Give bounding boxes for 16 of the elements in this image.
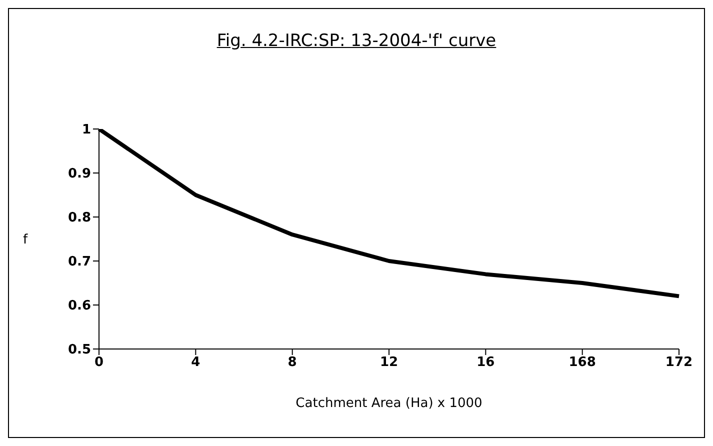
x-tick-label: 168 bbox=[568, 355, 596, 370]
x-tick-label: 16 bbox=[476, 355, 495, 370]
y-axis-title: f bbox=[23, 232, 28, 248]
chart-title: Fig. 4.2-IRC:SP: 13-2004-'f' curve bbox=[216, 31, 498, 51]
y-tick-label: 0.9 bbox=[68, 166, 91, 182]
x-tick-label: 12 bbox=[380, 355, 398, 370]
x-axis-title: Catchment Area (Ha) x 1000 bbox=[296, 396, 482, 411]
y-tick-label: 0.7 bbox=[68, 254, 91, 270]
x-tick-label: 172 bbox=[665, 355, 693, 370]
y-tick-label: 1 bbox=[82, 122, 91, 138]
x-tick-label: 8 bbox=[288, 355, 297, 370]
y-tick-label: 0.8 bbox=[68, 210, 91, 226]
y-tick-label: 0.6 bbox=[68, 298, 91, 314]
y-tick-label: 0.5 bbox=[68, 342, 91, 358]
x-tick-label: 4 bbox=[191, 355, 200, 370]
x-tick-label: 0 bbox=[94, 355, 104, 370]
